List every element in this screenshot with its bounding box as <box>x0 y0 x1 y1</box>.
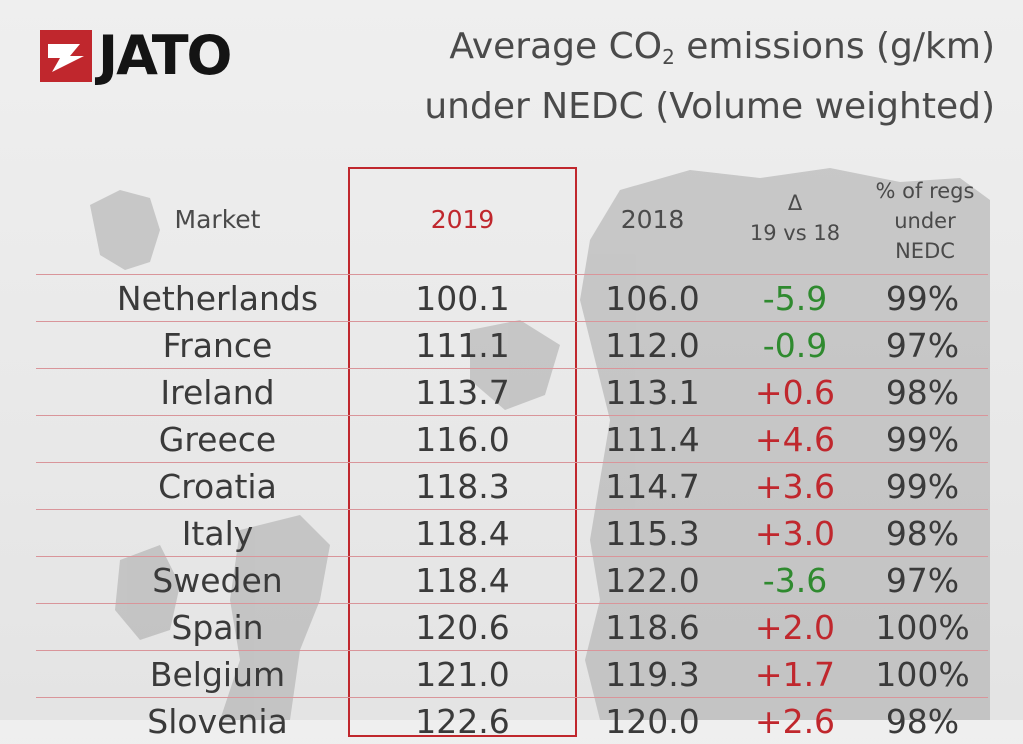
row-divider <box>36 509 988 510</box>
pct-nedc-cell: 99% <box>885 467 960 506</box>
delta-cell: -3.6 <box>762 561 828 600</box>
table-row: Spain 120.6 118.6 +2.0 100% <box>0 603 1023 650</box>
value-2019-cell: 121.0 <box>415 655 510 694</box>
value-2018-cell: 118.6 <box>605 608 700 647</box>
row-divider <box>36 462 988 463</box>
jato-logo: JATO <box>40 24 232 87</box>
value-2018-cell: 122.0 <box>605 561 700 600</box>
table-row: Greece 116.0 111.4 +4.6 99% <box>0 415 1023 462</box>
value-2019-cell: 113.7 <box>415 373 510 412</box>
row-divider <box>36 650 988 651</box>
delta-cell: +3.6 <box>754 467 836 506</box>
pct-nedc-cell: 100% <box>875 608 970 647</box>
row-divider <box>36 697 988 698</box>
delta-cell: +2.6 <box>754 702 836 741</box>
delta-cell: +1.7 <box>754 655 836 694</box>
row-divider <box>36 368 988 369</box>
value-2018-cell: 114.7 <box>605 467 700 506</box>
market-cell: Italy <box>181 514 254 553</box>
market-cell: Sweden <box>152 561 283 600</box>
market-cell: Spain <box>171 608 264 647</box>
value-2019-cell: 118.4 <box>415 561 510 600</box>
value-2019-cell: 118.4 <box>415 514 510 553</box>
market-cell: Croatia <box>158 467 277 506</box>
page-title: Average CO2 emissions (g/km) under NEDC … <box>424 22 995 132</box>
delta-cell: +0.6 <box>754 373 836 412</box>
delta-cell: +4.6 <box>754 420 836 459</box>
table-row: Ireland 113.7 113.1 +0.6 98% <box>0 368 1023 415</box>
value-2018-cell: 106.0 <box>605 279 700 318</box>
delta-symbol: Δ <box>787 191 803 215</box>
row-divider <box>36 556 988 557</box>
value-2019-cell: 100.1 <box>415 279 510 318</box>
delta-cell: -5.9 <box>762 279 828 318</box>
pct-nedc-cell: 97% <box>885 561 960 600</box>
pct-nedc-cell: 99% <box>885 420 960 459</box>
value-2018-cell: 120.0 <box>605 702 700 741</box>
market-cell: Netherlands <box>116 279 319 318</box>
pct-nedc-cell: 97% <box>885 326 960 365</box>
pct-nedc-cell: 98% <box>885 702 960 741</box>
value-2018-cell: 119.3 <box>605 655 700 694</box>
table-row: Sweden 118.4 122.0 -3.6 97% <box>0 556 1023 603</box>
market-cell: France <box>162 326 273 365</box>
row-divider <box>36 603 988 604</box>
table-row: Italy 118.4 115.3 +3.0 98% <box>0 509 1023 556</box>
header-market: Market <box>174 205 261 234</box>
table-row: France 111.1 112.0 -0.9 97% <box>0 321 1023 368</box>
header-2019: 2019 <box>430 205 495 234</box>
market-cell: Slovenia <box>147 702 288 741</box>
table-row: Croatia 118.3 114.7 +3.6 99% <box>0 462 1023 509</box>
delta-subtitle: 19 vs 18 <box>749 221 841 245</box>
value-2018-cell: 111.4 <box>605 420 700 459</box>
value-2019-cell: 120.6 <box>415 608 510 647</box>
delta-cell: -0.9 <box>762 326 828 365</box>
delta-cell: +3.0 <box>754 514 836 553</box>
market-cell: Belgium <box>149 655 286 694</box>
value-2019-cell: 111.1 <box>415 326 510 365</box>
header-delta: Δ 19 vs 18 <box>730 188 860 248</box>
jato-logo-mark-icon <box>40 30 92 82</box>
delta-cell: +2.0 <box>754 608 836 647</box>
logo-text: JATO <box>98 24 232 87</box>
value-2018-cell: 112.0 <box>605 326 700 365</box>
table-row: Slovenia 122.6 120.0 +2.6 98% <box>0 697 1023 744</box>
pct-nedc-cell: 99% <box>885 279 960 318</box>
row-divider <box>36 415 988 416</box>
value-2019-cell: 118.3 <box>415 467 510 506</box>
title-line-2: under NEDC (Volume weighted) <box>424 86 995 127</box>
header-pct-nedc: % of regs under NEDC <box>875 179 975 263</box>
market-cell: Greece <box>158 420 277 459</box>
row-divider <box>36 321 988 322</box>
value-2019-cell: 122.6 <box>415 702 510 741</box>
pct-nedc-cell: 100% <box>875 655 970 694</box>
title-line-1: Average CO2 emissions (g/km) <box>449 26 995 69</box>
header-2018: 2018 <box>620 205 685 234</box>
row-divider <box>36 274 988 275</box>
pct-nedc-cell: 98% <box>885 514 960 553</box>
table-row: Belgium 121.0 119.3 +1.7 100% <box>0 650 1023 697</box>
table-row: Netherlands 100.1 106.0 -5.9 99% <box>0 274 1023 321</box>
market-cell: Ireland <box>160 373 275 412</box>
pct-nedc-cell: 98% <box>885 373 960 412</box>
value-2018-cell: 115.3 <box>605 514 700 553</box>
value-2018-cell: 113.1 <box>605 373 700 412</box>
europe-map-background <box>90 168 990 720</box>
value-2019-cell: 116.0 <box>415 420 510 459</box>
